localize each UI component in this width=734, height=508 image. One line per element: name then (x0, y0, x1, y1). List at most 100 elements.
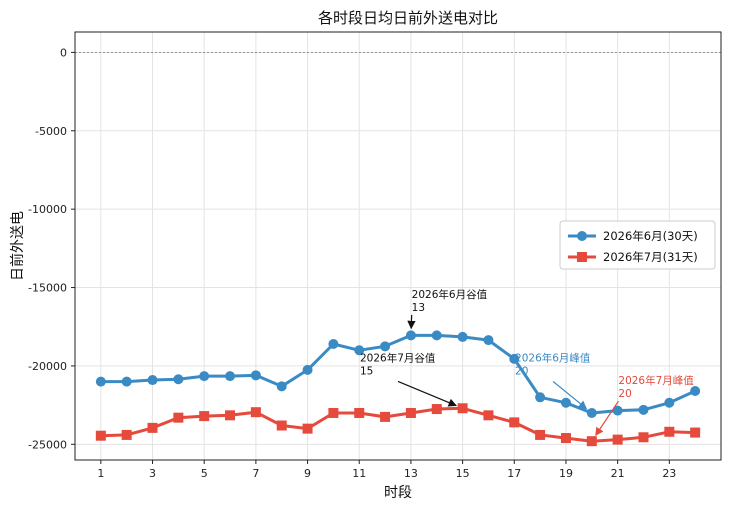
data-point (664, 426, 675, 437)
data-point (586, 436, 597, 447)
x-tick-label: 15 (456, 467, 470, 480)
data-point (199, 371, 210, 382)
data-point (457, 331, 468, 342)
data-point (380, 341, 391, 352)
data-point (586, 407, 597, 418)
data-point (457, 403, 468, 414)
data-point (95, 430, 106, 441)
legend: 2026年6月(30天) 2026年7月(31天) (559, 220, 716, 270)
data-point (302, 364, 313, 375)
x-tick-label: 1 (97, 467, 104, 480)
annotation-label: 2026年7月谷值 (360, 351, 436, 364)
data-point (431, 404, 442, 415)
y-tick-label: -5000 (35, 125, 67, 138)
data-point (225, 410, 236, 421)
legend-label: 2026年6月(30天) (603, 229, 698, 243)
data-point (354, 407, 365, 418)
data-point (328, 338, 339, 349)
data-point (483, 410, 494, 421)
legend-swatch-marker (577, 231, 587, 241)
grid (75, 32, 721, 460)
x-tick-label: 7 (252, 467, 259, 480)
series-group (95, 330, 701, 418)
data-point (328, 407, 339, 418)
series-line (100, 406, 696, 443)
data-point (560, 433, 571, 444)
data-point (638, 404, 649, 415)
data-point (612, 405, 623, 416)
data-point (612, 434, 623, 445)
y-tick-label: 0 (60, 46, 67, 59)
data-point (690, 427, 701, 438)
annotation-value: 15 (360, 365, 373, 377)
x-tick-label: 9 (304, 467, 311, 480)
annotation-value: 20 (515, 365, 528, 377)
data-point (405, 407, 416, 418)
data-point (509, 353, 520, 364)
series-line (100, 333, 696, 415)
y-axis-ticks: 0 -5000 -10000 -15000 -20000 -25000 (28, 46, 75, 451)
y-tick-label: -20000 (28, 360, 67, 373)
data-point (535, 392, 546, 403)
legend-box (559, 220, 716, 270)
data-point (276, 381, 287, 392)
y-tick-label: -10000 (28, 203, 67, 216)
annotation-label: 2026年6月谷值 (412, 288, 488, 301)
data-point (276, 420, 287, 431)
annotation-value: 20 (618, 388, 631, 400)
y-tick-label: -25000 (28, 438, 67, 451)
annotation-arrow (595, 400, 619, 437)
annotation-arrow (552, 380, 588, 410)
plot-frame (74, 31, 722, 461)
data-point (121, 376, 132, 387)
x-tick-label: 5 (201, 467, 208, 480)
data-point (560, 397, 571, 408)
data-point (121, 429, 132, 440)
data-point (690, 386, 701, 397)
data-point (250, 370, 261, 381)
y-axis-label: 日前外送电 (9, 211, 26, 281)
data-point (638, 432, 649, 443)
legend-swatch-marker (577, 252, 587, 262)
annotation-label: 2026年6月峰值 (515, 351, 591, 364)
x-tick-label: 11 (352, 467, 366, 480)
annotation-arrow (397, 380, 457, 407)
x-tick-label: 3 (149, 467, 156, 480)
x-tick-label: 23 (662, 467, 676, 480)
x-tick-label: 13 (404, 467, 418, 480)
annotation-label: 2026年7月峰值 (618, 374, 694, 387)
x-axis-label: 时段 (384, 485, 412, 501)
data-point (250, 407, 261, 418)
chart-title: 各时段日均日前外送电对比 (318, 9, 498, 27)
data-point (535, 429, 546, 440)
data-point (147, 422, 158, 433)
data-point (483, 335, 494, 346)
annotation-value: 13 (412, 302, 425, 314)
x-tick-label: 19 (559, 467, 573, 480)
data-point (354, 345, 365, 356)
data-point (509, 417, 520, 428)
data-point (225, 371, 236, 382)
data-point (405, 330, 416, 341)
data-point (302, 423, 313, 434)
data-point (199, 411, 210, 422)
annotations: 2026年6月谷值132026年7月谷值152026年6月峰值202026年7月… (360, 288, 694, 437)
data-point (173, 374, 184, 385)
x-tick-label: 21 (611, 467, 625, 480)
series (95, 330, 701, 447)
legend-item: 2026年7月(31天) (568, 250, 698, 264)
legend-label: 2026年7月(31天) (603, 250, 698, 264)
x-axis-ticks: 1 3 5 7 9 11 13 15 17 19 21 23 (97, 460, 676, 480)
series-group (95, 403, 701, 447)
x-tick-label: 17 (507, 467, 521, 480)
data-point (431, 330, 442, 341)
data-point (95, 376, 106, 387)
data-point (173, 412, 184, 423)
y-tick-label: -15000 (28, 282, 67, 295)
legend-item: 2026年6月(30天) (568, 229, 698, 243)
data-point (380, 411, 391, 422)
